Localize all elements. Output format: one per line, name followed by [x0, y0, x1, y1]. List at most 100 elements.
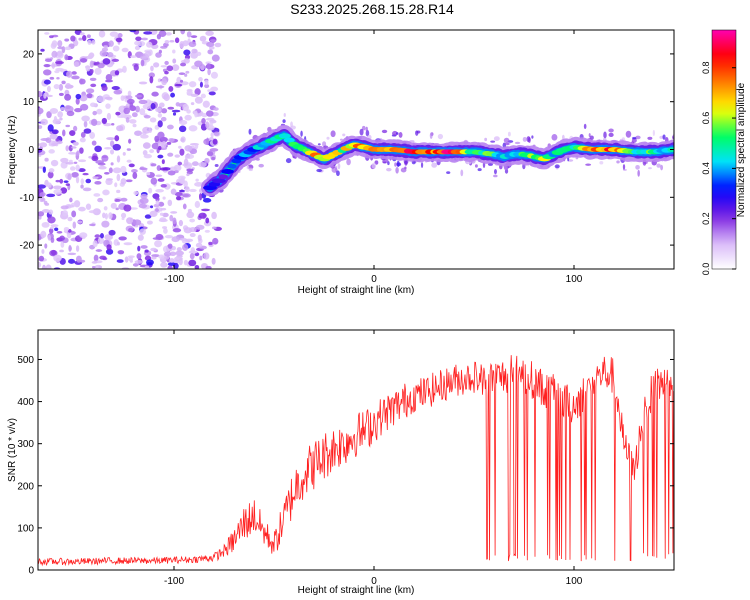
- noise-speck: [149, 149, 155, 154]
- noise-speck: [101, 117, 108, 124]
- noise-speck: [114, 70, 120, 76]
- noise-speck: [204, 157, 210, 164]
- y-tick-label: 20: [23, 49, 35, 60]
- y-tick-label: -10: [20, 193, 35, 204]
- noise-speck: [132, 263, 139, 267]
- noise-speck: [185, 70, 190, 74]
- noise-speck: [164, 70, 169, 75]
- noise-speck: [170, 188, 177, 195]
- noise-speck: [114, 198, 121, 202]
- noise-speck: [182, 103, 189, 112]
- noise-speck: [120, 95, 125, 101]
- scatter-speck: [365, 126, 368, 132]
- noise-speck: [40, 138, 50, 141]
- noise-speck: [99, 233, 104, 239]
- noise-speck: [178, 258, 183, 266]
- noise-speck: [150, 177, 158, 185]
- noise-speck: [184, 238, 194, 242]
- noise-speck: [170, 92, 175, 98]
- noise-speck: [54, 227, 59, 232]
- noise-speck: [104, 234, 113, 241]
- noise-speck: [155, 52, 162, 58]
- noise-speck: [102, 212, 106, 219]
- scatter-speck: [429, 132, 433, 139]
- colorbar: [711, 29, 737, 270]
- noise-speck: [168, 137, 175, 143]
- noise-speck: [211, 156, 216, 160]
- noise-speck: [55, 179, 60, 183]
- noise-speck: [213, 107, 219, 111]
- noise-speck: [169, 258, 175, 263]
- noise-speck: [195, 178, 199, 182]
- scatter-speck: [603, 131, 607, 139]
- colorbar-tick-label: 0.0: [701, 263, 711, 276]
- noise-speck: [106, 52, 114, 58]
- noise-speck: [178, 145, 182, 149]
- noise-speck: [117, 250, 125, 255]
- noise-speck: [179, 148, 185, 156]
- noise-speck: [69, 166, 76, 171]
- noise-speck: [53, 115, 58, 121]
- noise-speck: [46, 193, 56, 198]
- noise-speck: [195, 224, 205, 230]
- noise-speck: [114, 135, 120, 142]
- noise-speck: [50, 249, 57, 256]
- noise-speck: [73, 161, 78, 165]
- noise-speck: [91, 266, 96, 269]
- scatter-speck: [531, 135, 534, 139]
- colorbar-tick-label: 0.6: [701, 112, 711, 125]
- noise-speck: [146, 41, 153, 48]
- noise-speck: [129, 105, 137, 112]
- noise-speck: [204, 79, 209, 86]
- noise-speck: [56, 231, 63, 234]
- noise-speck: [167, 152, 174, 157]
- noise-speck: [131, 112, 138, 118]
- y-tick-label: 0: [28, 566, 34, 577]
- noise-speck: [39, 142, 48, 148]
- scatter-speck: [647, 136, 653, 140]
- noise-speck: [79, 78, 86, 85]
- noise-speck: [155, 188, 164, 193]
- noise-speck: [94, 181, 102, 185]
- noise-speck: [160, 183, 167, 188]
- noise-speck: [128, 163, 135, 168]
- noise-speck: [206, 41, 215, 47]
- noise-speck: [128, 119, 137, 124]
- scatter-speck: [507, 131, 511, 137]
- noise-speck: [157, 78, 162, 83]
- scatter-speck: [554, 164, 560, 169]
- noise-speck: [101, 220, 110, 228]
- noise-speck: [102, 58, 111, 65]
- noise-speck: [68, 152, 77, 155]
- scatter-speck: [635, 164, 640, 170]
- noise-speck: [214, 42, 222, 48]
- noise-speck: [112, 45, 120, 52]
- noise-speck: [106, 137, 115, 141]
- noise-speck: [149, 210, 158, 217]
- noise-speck: [213, 131, 220, 137]
- noise-speck: [205, 121, 210, 129]
- noise-speck: [94, 234, 101, 238]
- noise-speck: [76, 150, 80, 156]
- noise-speck: [60, 241, 65, 248]
- noise-speck: [159, 167, 168, 171]
- noise-speck: [205, 265, 212, 269]
- noise-speck: [38, 261, 42, 268]
- ridge-core: [218, 174, 228, 180]
- noise-speck: [60, 157, 69, 163]
- noise-speck: [174, 37, 180, 44]
- noise-speck: [41, 266, 48, 269]
- noise-speck: [189, 232, 196, 238]
- noise-speck: [111, 85, 120, 91]
- noise-speck: [94, 145, 102, 153]
- noise-speck: [76, 220, 83, 224]
- noise-speck: [178, 219, 184, 227]
- noise-speck: [108, 212, 113, 220]
- noise-speck: [65, 145, 70, 152]
- noise-speck: [172, 49, 176, 54]
- noise-speck: [116, 259, 124, 263]
- noise-speck: [68, 244, 72, 252]
- noise-speck: [83, 128, 92, 134]
- noise-speck: [138, 99, 148, 105]
- noise-speck: [112, 143, 121, 151]
